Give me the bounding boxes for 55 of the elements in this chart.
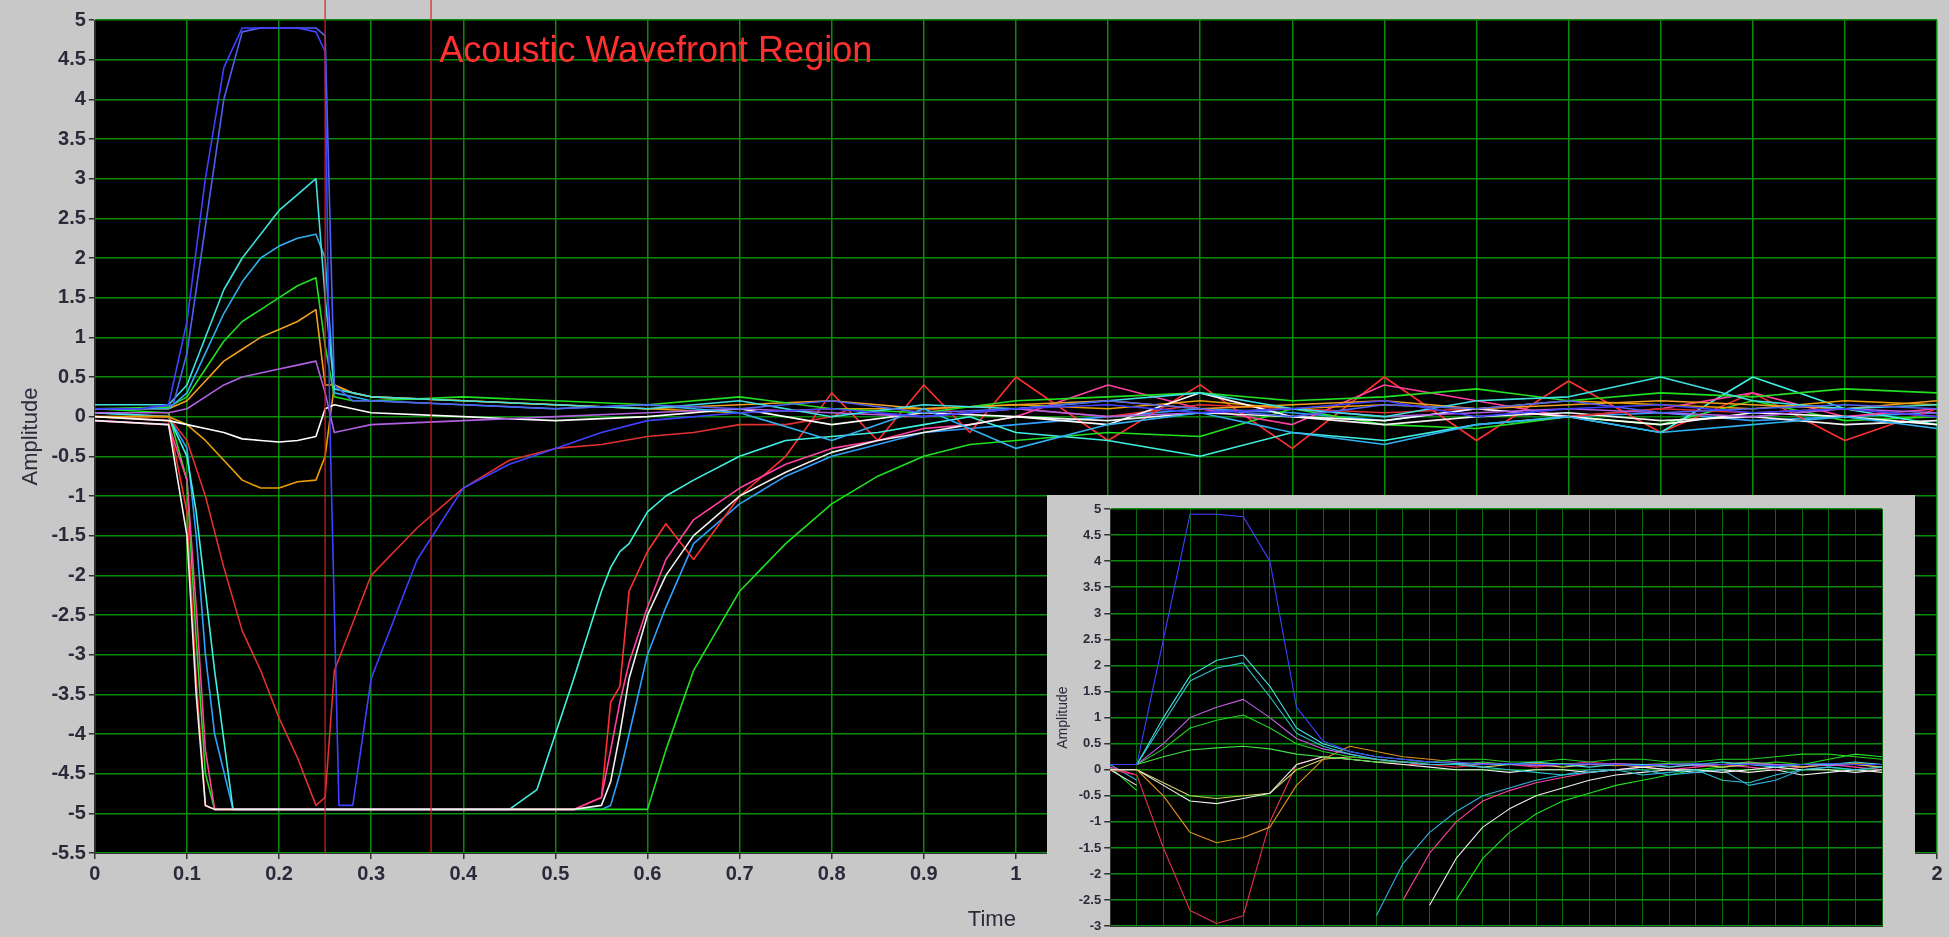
y-tick-label: 3	[1093, 604, 1102, 620]
y-tick-label: 1.5	[58, 285, 86, 308]
y-tick-label: 1.5	[1083, 683, 1102, 699]
x-tick-label: 1	[1010, 861, 1022, 884]
y-tick-label: 4	[1093, 552, 1102, 568]
y-tick-label: 2	[74, 245, 86, 268]
y-tick-label: 0.5	[1083, 735, 1102, 751]
y-tick-label: 5	[74, 7, 86, 30]
y-tick-label: 1	[74, 324, 86, 347]
x-tick-label: 2	[1931, 861, 1943, 884]
x-tick-label: 0.1	[173, 861, 201, 884]
y-tick-label: -2	[1089, 865, 1102, 881]
y-tick-label: -3	[1089, 917, 1102, 933]
y-tick-label: 0	[1093, 761, 1102, 777]
y-tick-label: -3	[68, 642, 86, 665]
y-tick-label: -1	[1089, 813, 1102, 829]
y-tick-label: -4	[68, 721, 87, 744]
y-axis-title: Amplitude	[17, 387, 43, 486]
y-tick-label: 0	[74, 404, 86, 427]
y-tick-label: -0.5	[1078, 787, 1102, 803]
x-tick-label: 0.9	[909, 861, 938, 884]
y-tick-label: -2.5	[51, 602, 86, 625]
x-tick-label: 0.2	[265, 861, 293, 884]
y-tick-label: -1	[68, 483, 86, 506]
x-axis-title: Time	[967, 906, 1016, 932]
y-axis-title: Amplitude	[1054, 686, 1071, 749]
x-tick-label: 0.4	[449, 861, 479, 884]
y-tick-label: -2	[68, 562, 86, 585]
y-tick-label: -5.5	[51, 840, 86, 863]
y-tick-label: -5	[68, 800, 86, 823]
y-tick-label: 0.5	[58, 364, 86, 387]
y-tick-label: -3.5	[51, 681, 86, 704]
y-tick-label: 4.5	[1083, 526, 1102, 542]
y-tick-label: -1.5	[1078, 839, 1102, 855]
y-tick-label: -4.5	[51, 761, 86, 784]
x-tick-label: 0.7	[725, 861, 754, 884]
x-tick-label: 0.5	[541, 861, 570, 884]
x-tick-label: 0.3	[357, 861, 386, 884]
y-tick-label: -0.5	[51, 443, 86, 466]
x-tick-label: 0.8	[817, 861, 846, 884]
y-tick-label: 2.5	[58, 205, 86, 228]
y-tick-label: 1	[1093, 709, 1102, 725]
y-tick-label: -1.5	[51, 523, 86, 546]
x-tick-label: 0.6	[633, 861, 662, 884]
y-tick-label: 5	[1093, 500, 1102, 516]
y-tick-label: 3.5	[1083, 578, 1102, 594]
y-tick-label: -2.5	[1078, 891, 1102, 907]
annotation: Acoustic Wavefront Region	[439, 28, 873, 70]
y-tick-label: 3.5	[58, 126, 86, 149]
y-tick-label: 2	[1093, 657, 1102, 673]
y-tick-label: 4.5	[58, 47, 86, 70]
x-tick-label: 0	[89, 861, 101, 884]
y-tick-label: 2.5	[1083, 630, 1102, 646]
y-tick-label: 4	[74, 86, 87, 109]
y-tick-label: 3	[74, 166, 86, 189]
